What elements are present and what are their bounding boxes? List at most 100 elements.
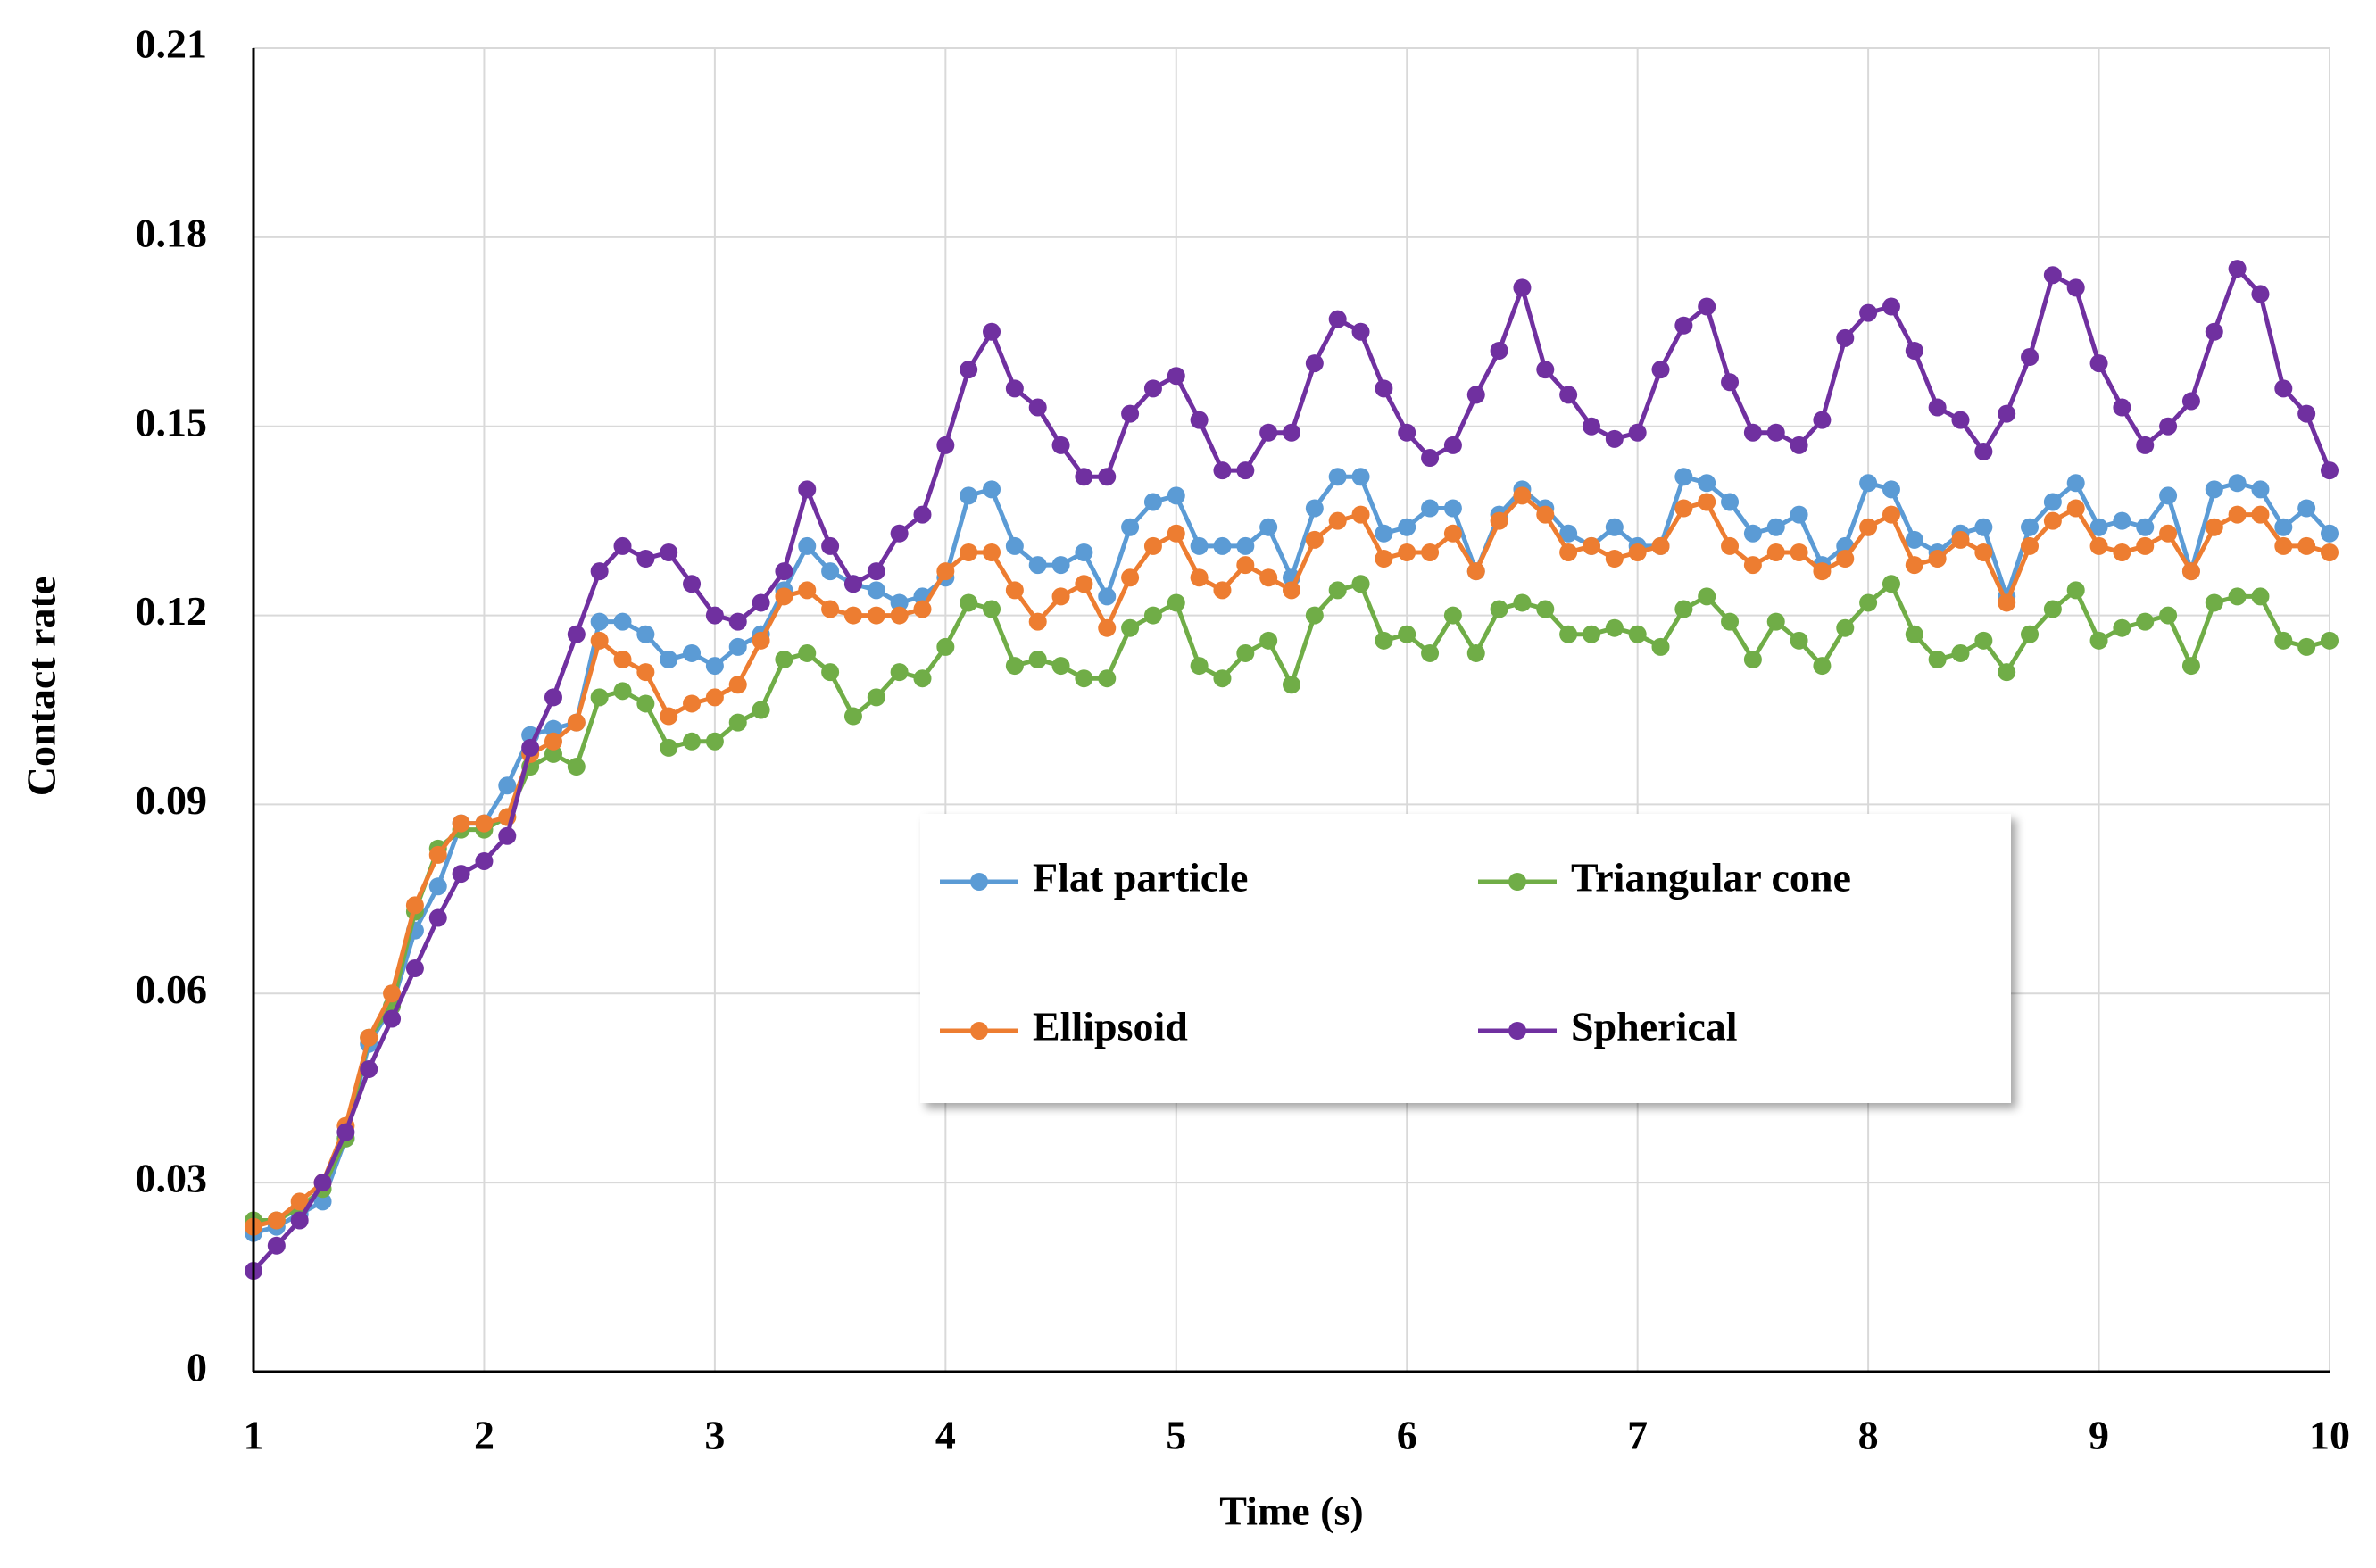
data-point [1605,550,1624,568]
data-point [1928,398,1947,417]
data-point [2205,593,2223,612]
data-point [1443,524,1462,543]
data-point [2181,392,2200,411]
series-line [252,266,2332,1273]
data-point [1351,505,1370,524]
data-point [1259,423,1278,442]
legend-marker [1508,873,1526,891]
data-point [1375,550,1393,568]
data-point [1490,341,1508,360]
data-point [1098,618,1117,637]
data-point [475,814,494,833]
data-point [521,738,540,757]
data-point [1536,600,1555,618]
data-point [1121,404,1140,423]
legend-marker [970,873,988,891]
data-point [2089,631,2108,650]
data-point [590,631,609,650]
data-point [705,606,724,625]
data-point [405,896,424,915]
data-point [1328,581,1347,600]
data-point [705,732,724,751]
data-point [1259,568,1278,587]
data-point [1813,657,1832,676]
data-point [290,1211,309,1230]
data-point [1283,423,1300,442]
data-point [1375,379,1393,398]
data-point [1559,524,1578,543]
data-point [1098,468,1117,486]
data-point [1236,461,1255,480]
data-point [1513,486,1532,505]
data-point [867,562,885,581]
data-point [728,637,747,656]
data-point [1698,587,1716,606]
data-point [1628,423,1647,442]
data-point [960,486,978,505]
data-point [1075,669,1093,688]
data-point [1143,493,1162,511]
legend-box [920,814,2011,1103]
data-point [2159,417,2178,436]
data-point [2021,518,2040,536]
data-point [1167,486,1185,505]
data-point [498,826,517,845]
x-tick-label: 6 [1397,1413,1417,1458]
data-point [660,738,678,757]
data-point [1928,550,1947,568]
data-point [1259,631,1278,650]
data-point [1466,643,1485,662]
data-point [590,688,609,707]
data-point [267,1236,286,1255]
data-point [2021,536,2040,555]
legend-marker [1508,1022,1526,1040]
data-point [752,631,770,650]
data-point [960,543,978,561]
data-point [775,651,793,669]
data-point [843,707,862,726]
data-point [1721,612,1740,631]
data-point [590,612,609,631]
data-point [1674,600,1693,618]
data-point [1236,643,1255,662]
data-point [544,732,562,751]
data-point [1951,643,1970,662]
data-point [383,984,402,1003]
data-point [428,845,447,864]
data-point [1121,518,1140,536]
data-point [960,361,978,379]
data-point [2043,493,2062,511]
legend-label: Flat particle [1033,855,1248,900]
data-point [1190,568,1209,587]
data-point [705,688,724,707]
data-point [2159,524,2178,543]
data-point [613,536,632,555]
data-point [1005,581,1024,600]
data-point [1190,536,1209,555]
y-tick-label: 0.15 [136,399,208,444]
data-point [1605,429,1624,448]
data-point [1721,493,1740,511]
data-point [498,776,517,795]
data-point [636,694,655,713]
data-point [2251,505,2270,524]
x-tick-label: 8 [1858,1413,1879,1458]
x-tick-label: 9 [2089,1413,2109,1458]
data-point [1375,631,1393,650]
legend-label: Ellipsoid [1033,1004,1188,1049]
data-point [1490,511,1508,530]
data-point [1790,543,1808,561]
data-point [913,600,932,618]
x-tick-label: 5 [1166,1413,1186,1458]
data-point [1213,581,1232,600]
data-point [1283,676,1300,694]
data-point [360,1028,378,1047]
x-tick-label: 10 [2309,1413,2350,1458]
data-point [2181,562,2200,581]
data-point [683,732,702,751]
data-point [1905,625,1923,643]
data-point [1651,536,1670,555]
data-point [2228,260,2247,278]
data-point [1283,581,1300,600]
data-point [2043,511,2062,530]
